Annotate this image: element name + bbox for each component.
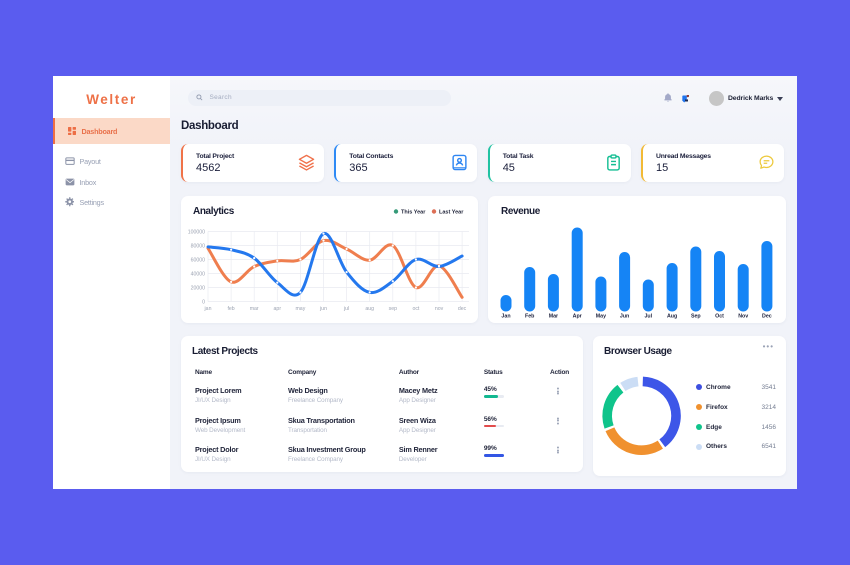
svg-text:Dec: Dec: [762, 313, 772, 319]
svg-text:Oct: Oct: [715, 313, 724, 319]
svg-text:oct: oct: [412, 306, 419, 312]
svg-text:mar: mar: [250, 306, 259, 312]
svg-text:Apr: Apr: [573, 313, 582, 319]
svg-text:This Year: This Year: [401, 209, 426, 215]
svg-text:apr: apr: [274, 306, 282, 312]
svg-text:jan: jan: [204, 306, 212, 312]
svg-text:40000: 40000: [191, 271, 206, 277]
svg-text:80000: 80000: [191, 243, 206, 249]
svg-text:jun: jun: [319, 306, 327, 312]
svg-text:Nov: Nov: [738, 313, 748, 319]
svg-text:aug: aug: [365, 306, 374, 312]
svg-text:dec: dec: [458, 306, 467, 312]
svg-text:100000: 100000: [188, 229, 205, 235]
svg-text:20000: 20000: [191, 285, 206, 291]
svg-text:nov: nov: [435, 306, 444, 312]
svg-text:Last Year: Last Year: [439, 209, 464, 215]
svg-text:0: 0: [202, 299, 205, 305]
svg-text:Jun: Jun: [620, 313, 629, 319]
svg-text:Mar: Mar: [549, 313, 558, 319]
svg-text:Jul: Jul: [644, 313, 652, 319]
svg-text:Feb: Feb: [525, 313, 535, 319]
svg-text:Jan: Jan: [501, 313, 510, 319]
svg-text:jul: jul: [343, 306, 349, 312]
svg-text:sep: sep: [389, 306, 397, 312]
svg-text:Sep: Sep: [691, 313, 701, 319]
svg-text:may: may: [295, 306, 305, 312]
svg-text:60000: 60000: [191, 257, 206, 263]
svg-text:feb: feb: [227, 306, 234, 312]
svg-text:May: May: [596, 313, 606, 319]
svg-text:Aug: Aug: [667, 313, 677, 319]
